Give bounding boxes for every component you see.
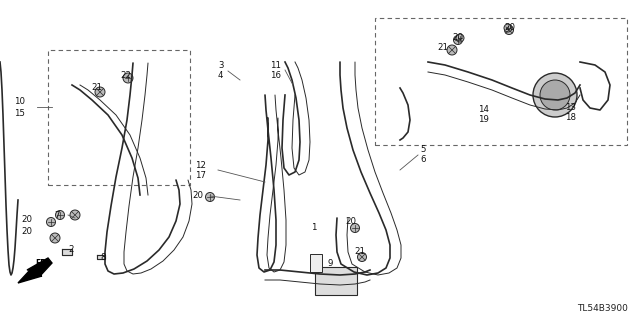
Text: FR.: FR. [35, 259, 49, 268]
Text: 8: 8 [100, 253, 106, 262]
Circle shape [447, 45, 457, 55]
Text: 20: 20 [22, 227, 33, 236]
Circle shape [456, 34, 464, 42]
Text: 2: 2 [68, 246, 74, 255]
Text: TL54B3900: TL54B3900 [577, 304, 628, 313]
Text: 4: 4 [218, 71, 223, 80]
Text: 20: 20 [346, 218, 356, 226]
Bar [48, 50, 190, 185]
Circle shape [95, 87, 105, 97]
Circle shape [351, 224, 360, 233]
Circle shape [540, 80, 570, 110]
Polygon shape [62, 249, 72, 255]
Text: 11: 11 [270, 61, 281, 70]
Text: 1: 1 [311, 224, 317, 233]
Text: 16: 16 [270, 70, 281, 79]
Text: 6: 6 [420, 155, 426, 165]
Text: 3: 3 [218, 62, 223, 70]
Circle shape [205, 192, 214, 202]
Text: 21: 21 [438, 43, 449, 53]
Text: 15: 15 [14, 108, 25, 117]
Text: 10: 10 [14, 98, 25, 107]
Text: 13: 13 [565, 103, 576, 113]
Text: 17: 17 [195, 170, 206, 180]
Text: 14: 14 [478, 106, 489, 115]
Text: 9: 9 [327, 258, 332, 268]
Polygon shape [97, 255, 105, 259]
Text: 12: 12 [195, 160, 206, 169]
Circle shape [504, 24, 512, 32]
Text: 21: 21 [92, 84, 102, 93]
Text: 20: 20 [452, 33, 463, 41]
Bar [375, 18, 627, 145]
Circle shape [504, 26, 513, 34]
Text: 5: 5 [420, 145, 426, 154]
Bar [315, 267, 357, 295]
Circle shape [123, 73, 133, 83]
Polygon shape [18, 258, 52, 283]
Text: 20: 20 [193, 191, 204, 201]
Circle shape [533, 73, 577, 117]
Text: 22: 22 [120, 70, 131, 79]
Circle shape [454, 35, 463, 44]
Bar [310, 254, 322, 272]
Text: 18: 18 [565, 114, 576, 122]
Text: 20: 20 [22, 216, 33, 225]
Circle shape [47, 218, 56, 226]
Circle shape [70, 210, 80, 220]
Text: 21: 21 [355, 248, 365, 256]
Text: 20: 20 [504, 23, 515, 32]
Text: 19: 19 [478, 115, 489, 124]
Text: 7: 7 [54, 211, 60, 219]
Circle shape [50, 233, 60, 243]
Circle shape [358, 253, 367, 262]
Circle shape [56, 211, 65, 219]
